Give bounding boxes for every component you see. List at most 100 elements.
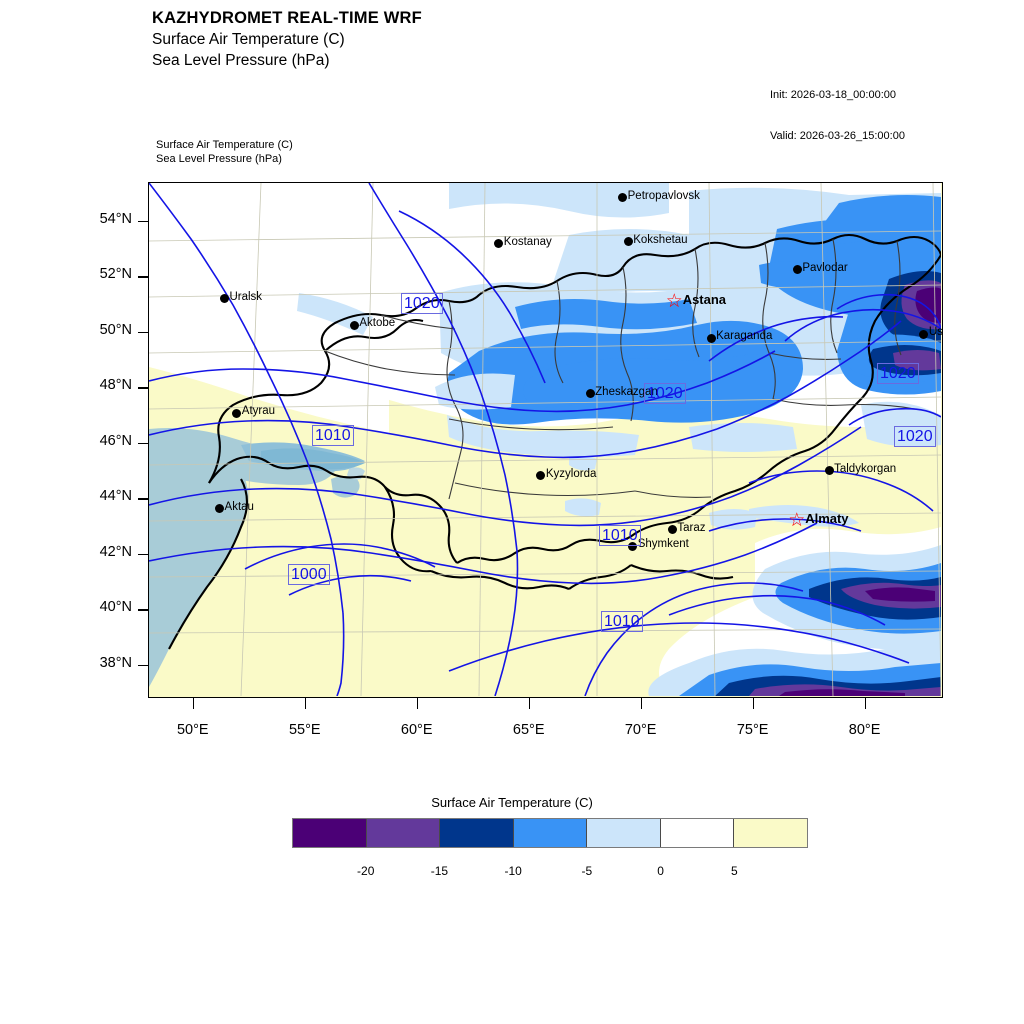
- isobar-contours: [149, 183, 941, 696]
- map-subtitle-line-1: Surface Air Temperature (C): [156, 139, 293, 151]
- city-label: Atyrau: [241, 405, 276, 418]
- city-label: Uralsk: [229, 290, 263, 303]
- city-label: Pavlodar: [802, 261, 848, 274]
- city-dot-icon: [536, 471, 546, 481]
- isobar-label: 1020: [401, 293, 443, 314]
- colorbar-tick-label: -5: [581, 864, 593, 878]
- lat-tick-label: 54°N: [99, 210, 132, 227]
- weather-map[interactable]: Petropavlovsk Kostanay Kokshetau Pavlodar Ur…: [148, 182, 943, 698]
- city-label: Kyzylorda: [545, 467, 597, 480]
- colorbar-tick-label: 5: [730, 864, 738, 878]
- lat-tick-label: 42°N: [99, 543, 132, 560]
- lon-tick-label: 75°E: [736, 722, 769, 738]
- city-label: Kostanay: [503, 235, 552, 248]
- city-label: Aktau: [224, 500, 254, 513]
- lat-tick-mark: [138, 498, 149, 500]
- city-label: Zheskazgan: [595, 385, 658, 398]
- capital-star-icon: ☆: [788, 510, 806, 532]
- colorbar-tick-label: -20: [357, 864, 375, 878]
- city-dot-icon: [618, 193, 628, 203]
- lon-tick-mark: [864, 698, 866, 709]
- city-label: Astana: [682, 291, 727, 307]
- lon-tick-label: 50°E: [176, 722, 209, 738]
- lon-tick-label: 70°E: [624, 722, 657, 738]
- colorbar-segment-1: [366, 819, 441, 847]
- city-dot-icon: [219, 294, 229, 304]
- colorbar-segment-0: [293, 819, 367, 847]
- lat-tick-label: 52°N: [99, 266, 132, 283]
- colorbar[interactable]: [292, 818, 808, 848]
- map-subtitle-line-2: Sea Level Pressure (hPa): [156, 153, 282, 165]
- city-dot-icon: [215, 504, 225, 514]
- colorbar-segment-5: [660, 819, 735, 847]
- colorbar-tick-label: 0: [657, 864, 664, 878]
- colorbar-segment-2: [440, 819, 514, 847]
- lat-tick-label: 44°N: [99, 488, 132, 505]
- colorbar-segment-6: [734, 819, 808, 847]
- city-label: Aktobe: [359, 317, 396, 330]
- lat-tick-mark: [138, 442, 149, 445]
- colorbar-title: Surface Air Temperature (C): [431, 795, 593, 810]
- lon-tick-mark: [752, 698, 755, 709]
- lat-tick-mark: [138, 220, 149, 223]
- city-dot-icon: [494, 239, 504, 249]
- city-label: Petropavlovsk: [627, 189, 700, 202]
- lon-tick-label: 55°E: [288, 722, 321, 738]
- lat-tick-label: 40°N: [99, 599, 132, 616]
- lat-tick-label: 38°N: [99, 654, 132, 671]
- lon-tick-mark: [192, 698, 195, 709]
- map-subtitle: Surface Air Temperature (C) Sea Level Pr…: [156, 138, 293, 166]
- city-dot-icon: [349, 320, 359, 330]
- city-dot-icon: [585, 389, 595, 399]
- lon-tick-mark: [528, 698, 531, 709]
- lat-tick-mark: [138, 609, 149, 611]
- run-timestamps: Init: 2026-03-18_00:00:00 Valid: 2026-03…: [770, 62, 905, 157]
- colorbar-segment-4: [587, 819, 661, 847]
- title-line-1: KAZHYDROMET REAL-TIME WRF: [152, 9, 422, 27]
- lat-tick-mark: [138, 387, 149, 389]
- isobar-label: 1000: [288, 564, 330, 585]
- city-dot-icon: [667, 525, 677, 535]
- lon-tick-label: 65°E: [512, 722, 545, 738]
- map-canvas: [149, 183, 941, 696]
- isobar-label: 1020: [894, 426, 936, 447]
- lon-tick-mark: [640, 698, 643, 709]
- capital-star-icon: ☆: [665, 290, 683, 312]
- isobar-label: 1010: [599, 525, 641, 546]
- colorbar-segment-3: [513, 819, 588, 847]
- city-label: Almaty: [805, 511, 849, 527]
- isobar-label: 1020: [877, 363, 919, 384]
- lat-tick-label: 48°N: [99, 377, 132, 394]
- valid-time: Valid: 2026-03-26_15:00:00: [770, 129, 905, 142]
- lon-tick-label: 80°E: [848, 722, 881, 738]
- city-dot-icon: [623, 237, 633, 247]
- lon-tick-mark: [304, 698, 307, 709]
- city-label: Shymkent: [637, 538, 689, 551]
- isobar-label: 1020: [644, 383, 686, 404]
- lon-tick-label: 60°E: [400, 722, 433, 738]
- city-label: Karaganda: [716, 330, 773, 343]
- lat-tick-mark: [138, 331, 149, 334]
- city-label: Ustkamen: [928, 326, 943, 339]
- lat-tick-mark: [138, 553, 149, 556]
- lat-tick-label: 50°N: [99, 321, 132, 338]
- city-label: Taldykorgan: [834, 462, 897, 475]
- lat-tick-mark: [138, 664, 149, 667]
- colorbar-tick-label: -10: [504, 864, 522, 878]
- title-line-2: Surface Air Temperature (C): [152, 31, 345, 48]
- lon-tick-mark: [416, 698, 419, 709]
- city-dot-icon: [628, 541, 638, 551]
- city-dot-icon: [706, 333, 716, 343]
- init-time: Init: 2026-03-18_00:00:00: [770, 89, 896, 101]
- lat-tick-label: 46°N: [99, 432, 132, 449]
- lat-tick-mark: [138, 276, 149, 278]
- title-line-3: Sea Level Pressure (hPa): [152, 52, 330, 69]
- city-label: Taraz: [677, 521, 706, 534]
- isobar-label: 1010: [312, 425, 354, 446]
- page-title: KAZHYDROMET REAL-TIME WRF Surface Air Te…: [152, 8, 422, 71]
- city-label: Kokshetau: [633, 233, 688, 246]
- colorbar-tick-label: -15: [430, 864, 449, 878]
- city-dot-icon: [232, 408, 242, 418]
- isobar-label: 1010: [601, 611, 643, 632]
- city-dot-icon: [919, 329, 929, 339]
